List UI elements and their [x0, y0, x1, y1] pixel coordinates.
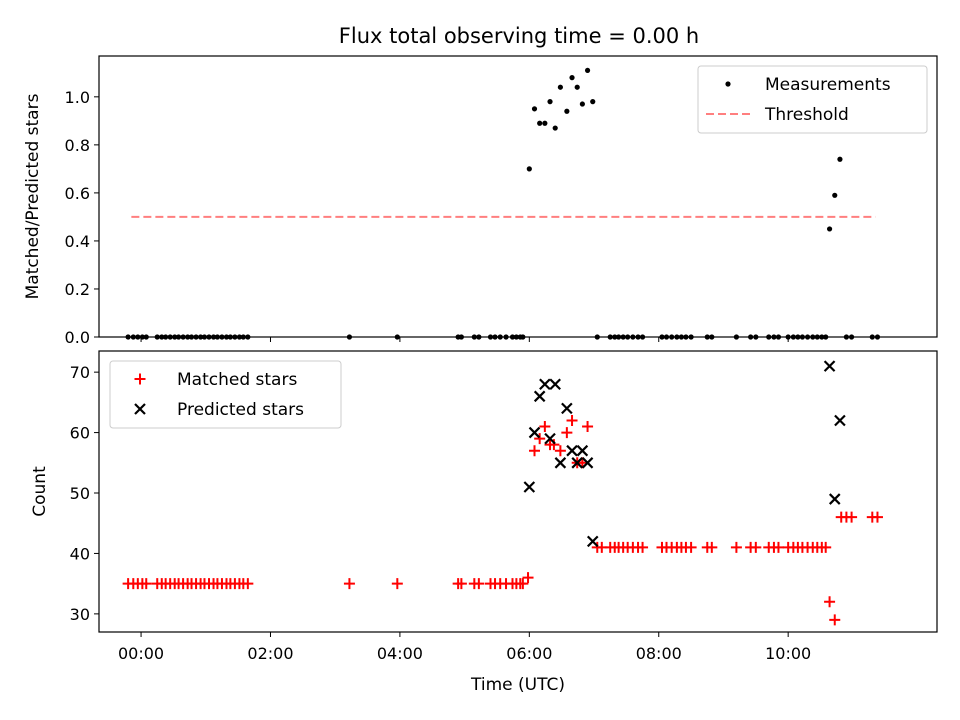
y-axis-label: Matched/Predicted stars [23, 93, 43, 299]
y-tick-label: 0.4 [65, 232, 90, 251]
y-tick-label: 0.2 [65, 280, 90, 299]
y-tick-label: 1.0 [65, 88, 90, 107]
x-tick-label: 00:00 [118, 644, 164, 663]
x-tick-label: 10:00 [765, 644, 811, 663]
legend-box [109, 360, 342, 429]
predicted-star-point [828, 493, 841, 505]
y-tick-label: 50 [70, 484, 90, 503]
matched-star-point [554, 445, 566, 457]
plot-frame [98, 350, 938, 633]
measurement-point [526, 166, 532, 172]
matched-star-point [140, 578, 152, 590]
y-tick-label: 40 [70, 544, 90, 563]
measurement-point [590, 99, 596, 105]
predicted-star-point [539, 378, 551, 391]
x-tick-label: 08:00 [636, 644, 682, 663]
matched-star-point [637, 541, 649, 553]
matched-star-point [582, 421, 594, 433]
matched-star-point [455, 578, 467, 590]
measurement-point [584, 67, 591, 74]
x-axis-label: Time (UTC) [470, 675, 565, 695]
legend-measurement-swatch [725, 81, 731, 87]
matched-star-point [242, 578, 254, 590]
predicted-star-point [586, 535, 599, 548]
matched-star-point [391, 578, 403, 590]
predicted-star-point [523, 481, 536, 493]
legend-label: Threshold [764, 105, 849, 125]
predicted-star-point [576, 444, 589, 457]
measurement-point [542, 120, 548, 126]
x-tick-label: 04:00 [377, 644, 423, 663]
chart-title: Flux total observing time = 0.00 h [339, 24, 699, 48]
measurement-point [557, 84, 563, 90]
measurement-point [569, 75, 575, 81]
measurement-point [826, 226, 833, 232]
predicted-star-point [561, 402, 573, 415]
matched-star-point [534, 433, 546, 445]
y-tick-label: 30 [70, 605, 90, 624]
plot-frame [98, 55, 938, 338]
predicted-star-point [544, 432, 556, 445]
legend-box [697, 65, 928, 134]
predicted-star-point [549, 378, 561, 391]
predicted-star-point [823, 360, 836, 372]
matched-star-point [706, 541, 718, 553]
matched-star-point [750, 541, 762, 553]
legend-label: Predicted stars [177, 400, 304, 420]
legend-label: Measurements [765, 75, 891, 95]
predicted-star-point [554, 457, 567, 469]
matched-star-point [529, 445, 541, 457]
measurement-point [547, 99, 553, 105]
x-tick-label: 06:00 [506, 644, 552, 663]
matched-star-point [473, 578, 485, 590]
measurement-point [537, 120, 543, 126]
matched-star-point [846, 511, 858, 523]
legend-matched-swatch [134, 373, 146, 385]
matched-star-point [730, 541, 742, 553]
measurement-point [579, 101, 585, 107]
matched-star-point [820, 541, 832, 553]
matched-star-point [829, 614, 841, 626]
measurement-point [574, 84, 580, 90]
predicted-star-point [571, 457, 583, 469]
y-tick-label: 70 [70, 363, 90, 382]
matched-star-point [772, 541, 784, 553]
predicted-star-point [528, 426, 541, 439]
predicted-star-point [533, 390, 546, 403]
y-tick-label: 0.0 [65, 328, 90, 347]
matched-star-point [685, 541, 697, 553]
matched-star-point [871, 511, 883, 523]
matched-star-point [517, 578, 529, 590]
legend-label: Matched stars [177, 370, 297, 390]
matched-star-point [561, 427, 573, 439]
x-tick-label: 02:00 [247, 644, 293, 663]
y-axis-label: Count [30, 466, 50, 517]
y-tick-label: 60 [70, 424, 90, 443]
measurement-point [837, 156, 843, 162]
measurement-point [564, 108, 570, 114]
matched-star-point [522, 572, 534, 584]
y-tick-label: 0.8 [65, 136, 90, 155]
measurement-point [531, 106, 538, 112]
matched-star-point [824, 596, 836, 608]
measurement-point [832, 192, 838, 198]
predicted-star-point [581, 457, 594, 469]
predicted-star-point [834, 414, 846, 427]
bottom-plot: 30 40 50 60 70 00:00 02:00 04:00 06:00 08:00 10:00… [30, 350, 938, 695]
y-tick-label: 0.6 [65, 184, 90, 203]
top-plot: 0.0 0.2 0.4 0.6 0.8 1.0 Matched/Predicted star… [23, 55, 938, 347]
matched-star-point [539, 421, 551, 433]
measurement-point [552, 125, 558, 131]
predicted-star-point [566, 444, 578, 457]
legend-predicted-swatch [134, 403, 146, 415]
matched-star-point [566, 414, 578, 426]
matched-star-point [343, 578, 355, 590]
